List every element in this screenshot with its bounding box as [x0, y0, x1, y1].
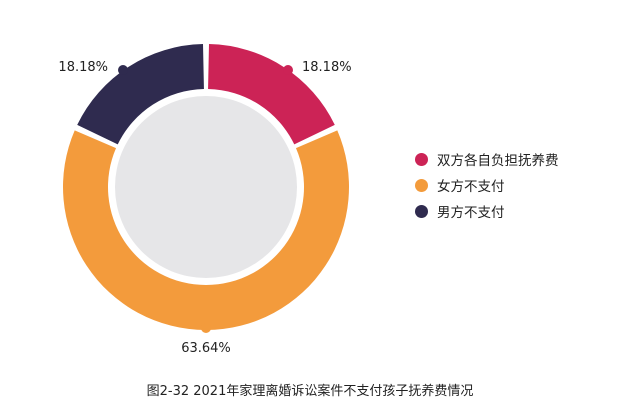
slice-male-not-pay: [77, 44, 204, 145]
legend-swatch-female-not-pay: [415, 178, 428, 192]
label-dot: [201, 323, 211, 333]
legend-swatch-male-not-pay: [415, 204, 428, 218]
legend: 双方各自负担抚养费 女方不支付 男方不支付: [415, 146, 559, 224]
slice-female-not-pay: [62, 130, 349, 330]
legend-item-male-not-pay: 男方不支付: [415, 198, 559, 224]
legend-item-both-self: 双方各自负担抚养费: [415, 146, 559, 172]
label-dot: [118, 65, 128, 75]
slice-both-self: [208, 44, 335, 145]
donut-chart: 18.18% 63.64% 18.18%: [58, 44, 352, 356]
legend-label: 女方不支付: [437, 179, 505, 195]
legend-label: 男方不支付: [437, 205, 505, 221]
data-label: 18.18%: [302, 60, 352, 75]
data-label: 63.64%: [181, 341, 231, 356]
label-dot: [283, 65, 293, 75]
donut-center: [115, 96, 297, 278]
data-label: 18.18%: [58, 60, 108, 75]
legend-item-female-not-pay: 女方不支付: [415, 172, 559, 198]
chart-caption: 图2-32 2021年家理离婚诉讼案件不支付孩子抚养费情况: [146, 384, 474, 399]
legend-label: 双方各自负担抚养费: [437, 153, 559, 169]
legend-swatch-both-self: [415, 152, 428, 166]
